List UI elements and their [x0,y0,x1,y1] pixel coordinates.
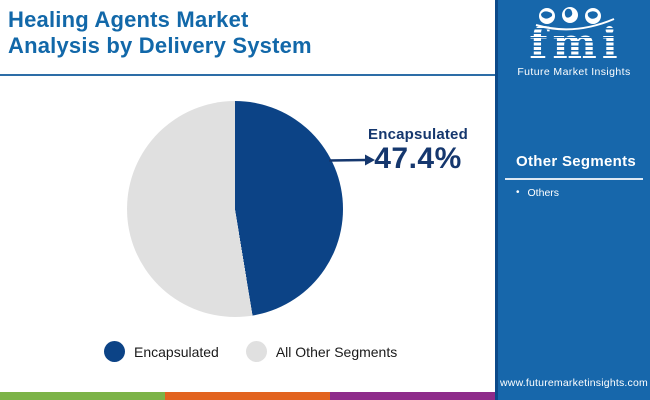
bottom-color-strip [0,392,495,400]
website-url: www.futuremarketinsights.com [500,377,648,389]
page-title-line2: Analysis by Delivery System [8,33,312,59]
bullet-icon: • [516,187,520,198]
legend-item-encapsulated: Encapsulated [104,341,219,362]
globe-icons [535,7,615,31]
callout-segment-name: Encapsulated [368,126,468,143]
fmi-logo-text: fmi [502,23,650,65]
chart-legend: Encapsulated All Other Segments [104,341,397,362]
header-divider [0,74,495,76]
legend-swatch-all-other-segments [245,341,267,362]
fmi-logo-subtext: Future Market Insights [517,65,631,78]
pie-callout: Encapsulated 47.4% [363,126,473,175]
other-segments-divider [505,178,643,180]
legend-item-all-other-segments: All Other Segments [245,341,398,362]
legend-label-encapsulated: Encapsulated [134,343,219,360]
strip-segment-purple [330,392,495,400]
pie-chart [127,101,343,317]
other-segments-heading: Other Segments [516,153,637,170]
sidebar: fmi Future Market Insights Other Segment… [495,0,650,400]
callout-segment-value: 47.4% [374,142,462,175]
legend-label-all-other-segments: All Other Segments [275,343,398,360]
other-segments-list: • Others [498,187,650,199]
fmi-logo: fmi Future Market Insights [498,6,650,78]
strip-segment-orange [165,392,330,400]
other-segments-section: Other Segments • Others [498,153,650,199]
page-title-line1: Healing Agents Market [8,7,249,32]
legend-swatch-encapsulated [104,341,125,362]
list-item-others-label: Others [527,187,560,199]
callout-arrow-icon [329,154,375,166]
strip-segment-green [0,392,165,400]
page-title: Healing Agents Market Analysis by Delive… [8,7,312,60]
list-item-others: • Others [516,187,650,199]
chart-panel: Healing Agents Market Analysis by Delive… [0,7,495,400]
